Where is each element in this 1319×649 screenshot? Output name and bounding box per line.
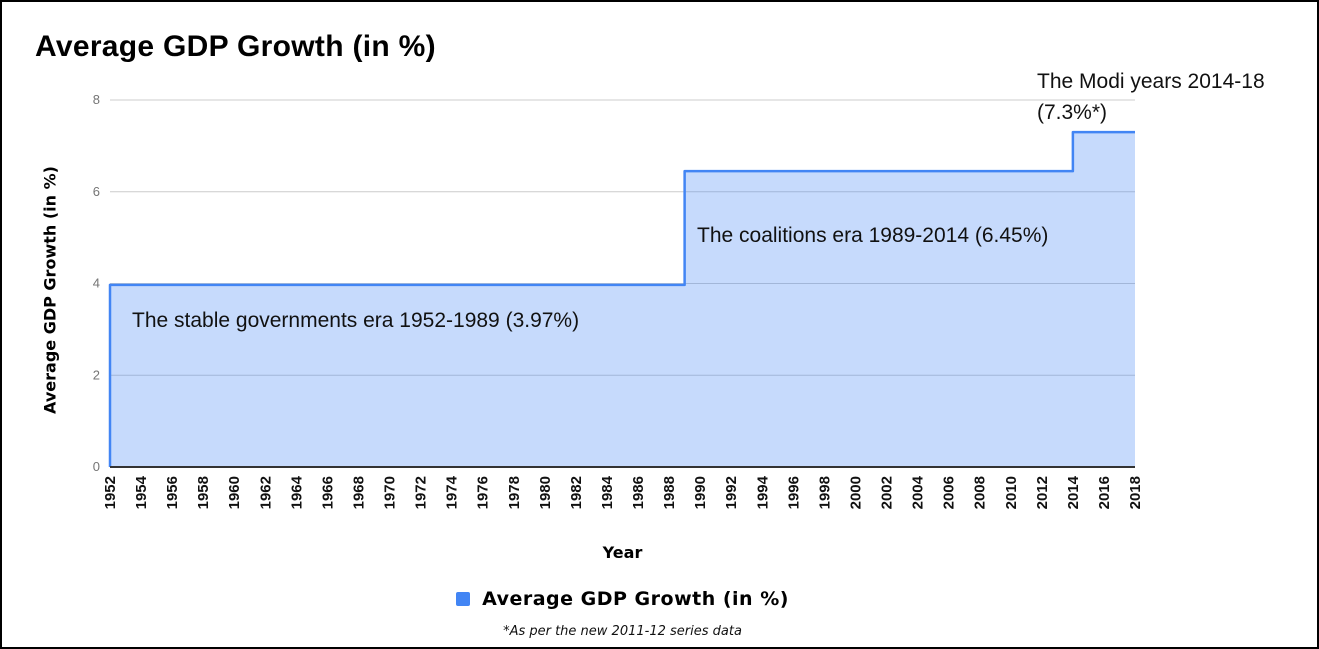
svg-text:1982: 1982 [568,476,585,509]
svg-text:6: 6 [93,184,100,199]
svg-text:1998: 1998 [816,476,833,509]
footnote: *As per the new 2011-12 series data [503,624,742,639]
svg-text:1966: 1966 [319,476,336,509]
svg-text:1990: 1990 [692,476,709,509]
annotation-modi-years: The Modi years 2014-18 (7.3%*) [1037,70,1265,124]
svg-text:4: 4 [93,276,100,291]
svg-text:2010: 2010 [1003,476,1020,509]
svg-text:2008: 2008 [972,476,989,509]
chart-title: Average GDP Growth (in %) [35,30,436,63]
svg-text:2004: 2004 [910,475,927,509]
svg-text:1956: 1956 [164,476,181,509]
svg-text:1994: 1994 [754,475,771,509]
annotation-coalitions-era: The coalitions era 1989-2014 (6.45%) [697,224,1049,247]
svg-text:1968: 1968 [350,476,367,509]
svg-text:1984: 1984 [599,475,616,509]
svg-text:1978: 1978 [506,476,523,509]
y-axis-title: Average GDP Growth (in %) [40,166,60,414]
svg-text:1996: 1996 [785,476,802,509]
svg-text:1972: 1972 [413,476,430,509]
svg-text:1974: 1974 [444,475,461,509]
svg-text:1958: 1958 [195,476,212,509]
svg-text:1986: 1986 [630,476,647,509]
svg-text:1970: 1970 [382,476,399,509]
svg-text:2018: 2018 [1127,476,1144,509]
svg-text:2002: 2002 [879,476,896,509]
legend: Average GDP Growth (in %) [110,588,1135,610]
svg-text:2012: 2012 [1034,476,1051,509]
svg-text:1954: 1954 [133,475,150,509]
svg-text:2: 2 [93,367,100,382]
svg-text:2016: 2016 [1096,476,1113,509]
svg-text:8: 8 [93,92,100,107]
svg-text:1992: 1992 [723,476,740,509]
x-axis-title: Year [602,543,643,562]
svg-text:1976: 1976 [475,476,492,509]
legend-label: Average GDP Growth (in %) [482,588,789,610]
svg-text:2000: 2000 [847,476,864,509]
svg-text:0: 0 [93,459,100,474]
svg-text:1980: 1980 [537,476,554,509]
svg-text:1962: 1962 [257,476,274,509]
svg-text:2014: 2014 [1065,475,1082,509]
svg-text:2006: 2006 [941,476,958,509]
svg-text:1960: 1960 [226,476,243,509]
annotation-stable-era: The stable governments era 1952-1989 (3.… [132,309,580,332]
legend-square-icon [456,592,471,606]
svg-text:1988: 1988 [661,476,678,509]
svg-text:1964: 1964 [288,475,305,509]
svg-text:1952: 1952 [102,476,119,509]
